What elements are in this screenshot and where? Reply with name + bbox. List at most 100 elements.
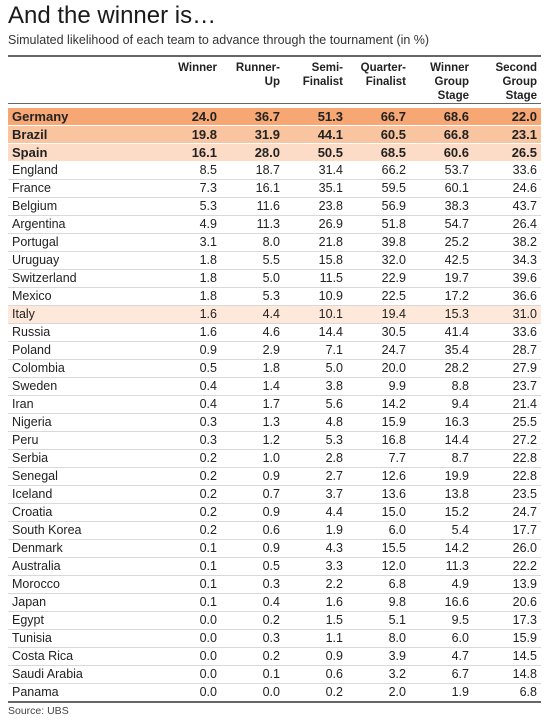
table-row: Tunisia 0.0 0.3 1.1 8.0 6.0 15.9 — [8, 629, 541, 648]
value-cell: 0.6 — [284, 665, 347, 684]
value-cell: 0.2 — [221, 647, 284, 666]
value-cell: 8.8 — [410, 377, 473, 396]
table-row: Belgium 5.3 11.6 23.8 56.9 38.3 43.7 — [8, 197, 541, 216]
table-row: Nigeria 0.3 1.3 4.8 15.9 16.3 25.5 — [8, 413, 541, 432]
table-row: Panama 0.0 0.0 0.2 2.0 1.9 6.8 — [8, 683, 541, 702]
value-cell: 1.9 — [410, 683, 473, 702]
probability-table: Winner Runner-Up Semi- Finalist Quarter- Fina… — [8, 59, 541, 702]
team-name-cell: Argentina — [8, 215, 158, 234]
value-cell: 15.9 — [473, 629, 541, 648]
value-cell: 1.1 — [284, 629, 347, 648]
value-cell: 21.4 — [473, 395, 541, 414]
value-cell: 22.9 — [347, 269, 410, 288]
value-cell: 9.9 — [347, 377, 410, 396]
value-cell: 24.0 — [158, 108, 221, 126]
value-cell: 3.7 — [284, 485, 347, 504]
value-cell: 15.8 — [284, 251, 347, 270]
team-name-cell: Panama — [8, 683, 158, 702]
value-cell: 36.7 — [221, 108, 284, 126]
table-row: Denmark 0.1 0.9 4.3 15.5 14.2 26.0 — [8, 539, 541, 558]
value-cell: 0.6 — [221, 521, 284, 540]
value-cell: 14.2 — [347, 395, 410, 414]
value-cell: 0.4 — [158, 377, 221, 396]
value-cell: 1.8 — [221, 359, 284, 378]
value-cell: 0.2 — [284, 683, 347, 702]
value-cell: 23.8 — [284, 197, 347, 216]
table-row: Serbia 0.2 1.0 2.8 7.7 8.7 22.8 — [8, 449, 541, 468]
value-cell: 15.5 — [347, 539, 410, 558]
value-cell: 17.2 — [410, 287, 473, 306]
value-cell: 9.5 — [410, 611, 473, 630]
value-cell: 14.4 — [410, 431, 473, 450]
value-cell: 54.7 — [410, 215, 473, 234]
value-cell: 0.9 — [221, 503, 284, 522]
column-header: Second Group Stage — [495, 62, 537, 102]
table-row: Russia 1.6 4.6 14.4 30.5 41.4 33.6 — [8, 323, 541, 342]
value-cell: 10.9 — [284, 287, 347, 306]
value-cell: 8.5 — [158, 161, 221, 180]
value-cell: 38.3 — [410, 197, 473, 216]
team-name-cell: Serbia — [8, 449, 158, 468]
value-cell: 11.3 — [221, 215, 284, 234]
value-cell: 7.1 — [284, 341, 347, 360]
value-cell: 51.3 — [284, 108, 347, 126]
value-cell: 0.3 — [158, 413, 221, 432]
value-cell: 5.6 — [284, 395, 347, 414]
value-cell: 56.9 — [347, 197, 410, 216]
value-cell: 20.6 — [473, 593, 541, 612]
team-name-cell: Portugal — [8, 233, 158, 252]
value-cell: 4.9 — [410, 575, 473, 594]
value-cell: 5.3 — [284, 431, 347, 450]
value-cell: 5.3 — [221, 287, 284, 306]
table-row: Argentina 4.9 11.3 26.9 51.8 54.7 26.4 — [8, 215, 541, 234]
table-row: Germany 24.0 36.7 51.3 66.7 68.6 22.0 — [8, 108, 541, 126]
value-cell: 66.7 — [347, 108, 410, 126]
column-header: Runner-Up — [235, 62, 280, 88]
table-row: Poland 0.9 2.9 7.1 24.7 35.4 28.7 — [8, 341, 541, 360]
team-name-cell: Brazil — [8, 125, 158, 144]
value-cell: 36.6 — [473, 287, 541, 306]
value-cell: 0.5 — [158, 359, 221, 378]
value-cell: 1.6 — [284, 593, 347, 612]
value-cell: 0.3 — [158, 431, 221, 450]
value-cell: 21.8 — [284, 233, 347, 252]
value-cell: 11.3 — [410, 557, 473, 576]
value-cell: 5.1 — [347, 611, 410, 630]
value-cell: 8.7 — [410, 449, 473, 468]
team-name-cell: England — [8, 161, 158, 180]
value-cell: 6.0 — [410, 629, 473, 648]
value-cell: 44.1 — [284, 125, 347, 144]
value-cell: 0.4 — [221, 593, 284, 612]
table-row: Croatia 0.2 0.9 4.4 15.0 15.2 24.7 — [8, 503, 541, 522]
value-cell: 0.9 — [284, 647, 347, 666]
value-cell: 1.4 — [221, 377, 284, 396]
value-cell: 33.6 — [473, 161, 541, 180]
value-cell: 23.1 — [473, 125, 541, 144]
value-cell: 1.6 — [158, 305, 221, 324]
value-cell: 1.8 — [158, 287, 221, 306]
table-row: Costa Rica 0.0 0.2 0.9 3.9 4.7 14.5 — [8, 647, 541, 666]
bottom-rule — [8, 701, 541, 703]
table-row: Sweden 0.4 1.4 3.8 9.9 8.8 23.7 — [8, 377, 541, 396]
column-header: Winner — [178, 62, 217, 74]
team-name-cell: Iceland — [8, 485, 158, 504]
table-row: Brazil 19.8 31.9 44.1 60.5 66.8 23.1 — [8, 125, 541, 144]
value-cell: 18.7 — [221, 161, 284, 180]
value-cell: 3.8 — [284, 377, 347, 396]
value-cell: 3.9 — [347, 647, 410, 666]
value-cell: 1.9 — [284, 521, 347, 540]
value-cell: 24.7 — [473, 503, 541, 522]
value-cell: 9.4 — [410, 395, 473, 414]
team-name-cell: Russia — [8, 323, 158, 342]
value-cell: 0.0 — [158, 611, 221, 630]
chart-title: And the winner is… — [8, 2, 217, 29]
value-cell: 25.2 — [410, 233, 473, 252]
table-row: Australia 0.1 0.5 3.3 12.0 11.3 22.2 — [8, 557, 541, 576]
value-cell: 16.1 — [221, 179, 284, 198]
value-cell: 3.3 — [284, 557, 347, 576]
value-cell: 9.8 — [347, 593, 410, 612]
value-cell: 0.0 — [221, 683, 284, 702]
team-name-cell: Egypt — [8, 611, 158, 630]
value-cell: 15.3 — [410, 305, 473, 324]
value-cell: 12.6 — [347, 467, 410, 486]
